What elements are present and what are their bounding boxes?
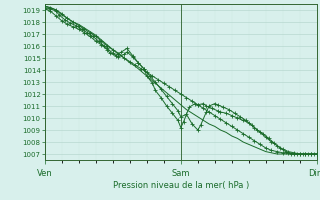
X-axis label: Pression niveau de la mer( hPa ): Pression niveau de la mer( hPa )	[113, 181, 249, 190]
